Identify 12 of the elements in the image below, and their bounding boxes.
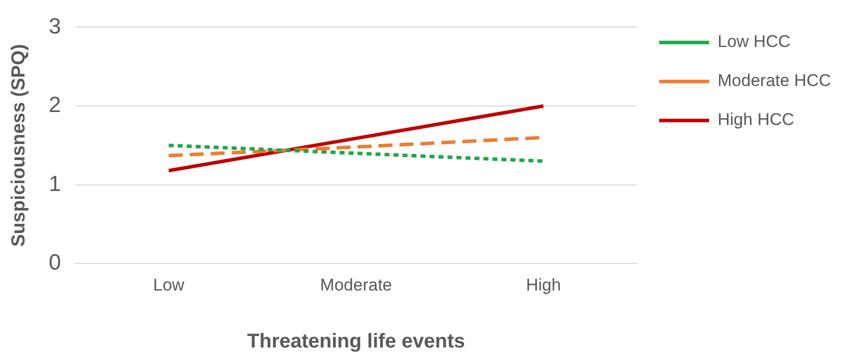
x-tick-label: High [526, 275, 561, 294]
legend-label: High HCC [718, 110, 794, 130]
x-axis-title: Threatening life events [247, 330, 466, 353]
y-tick-label: 2 [48, 92, 62, 118]
legend-label: Low HCC [718, 32, 790, 52]
legend-label: Moderate HCC [718, 71, 832, 90]
x-tick-label: Moderate [320, 275, 392, 294]
y-tick-label: 3 [48, 13, 62, 38]
y-axis-title: Suspiciousness (SPQ) [8, 44, 30, 247]
y-tick-label: 1 [48, 170, 62, 196]
x-tick-label: Low [153, 275, 186, 294]
y-tick-label: 0 [48, 250, 62, 275]
